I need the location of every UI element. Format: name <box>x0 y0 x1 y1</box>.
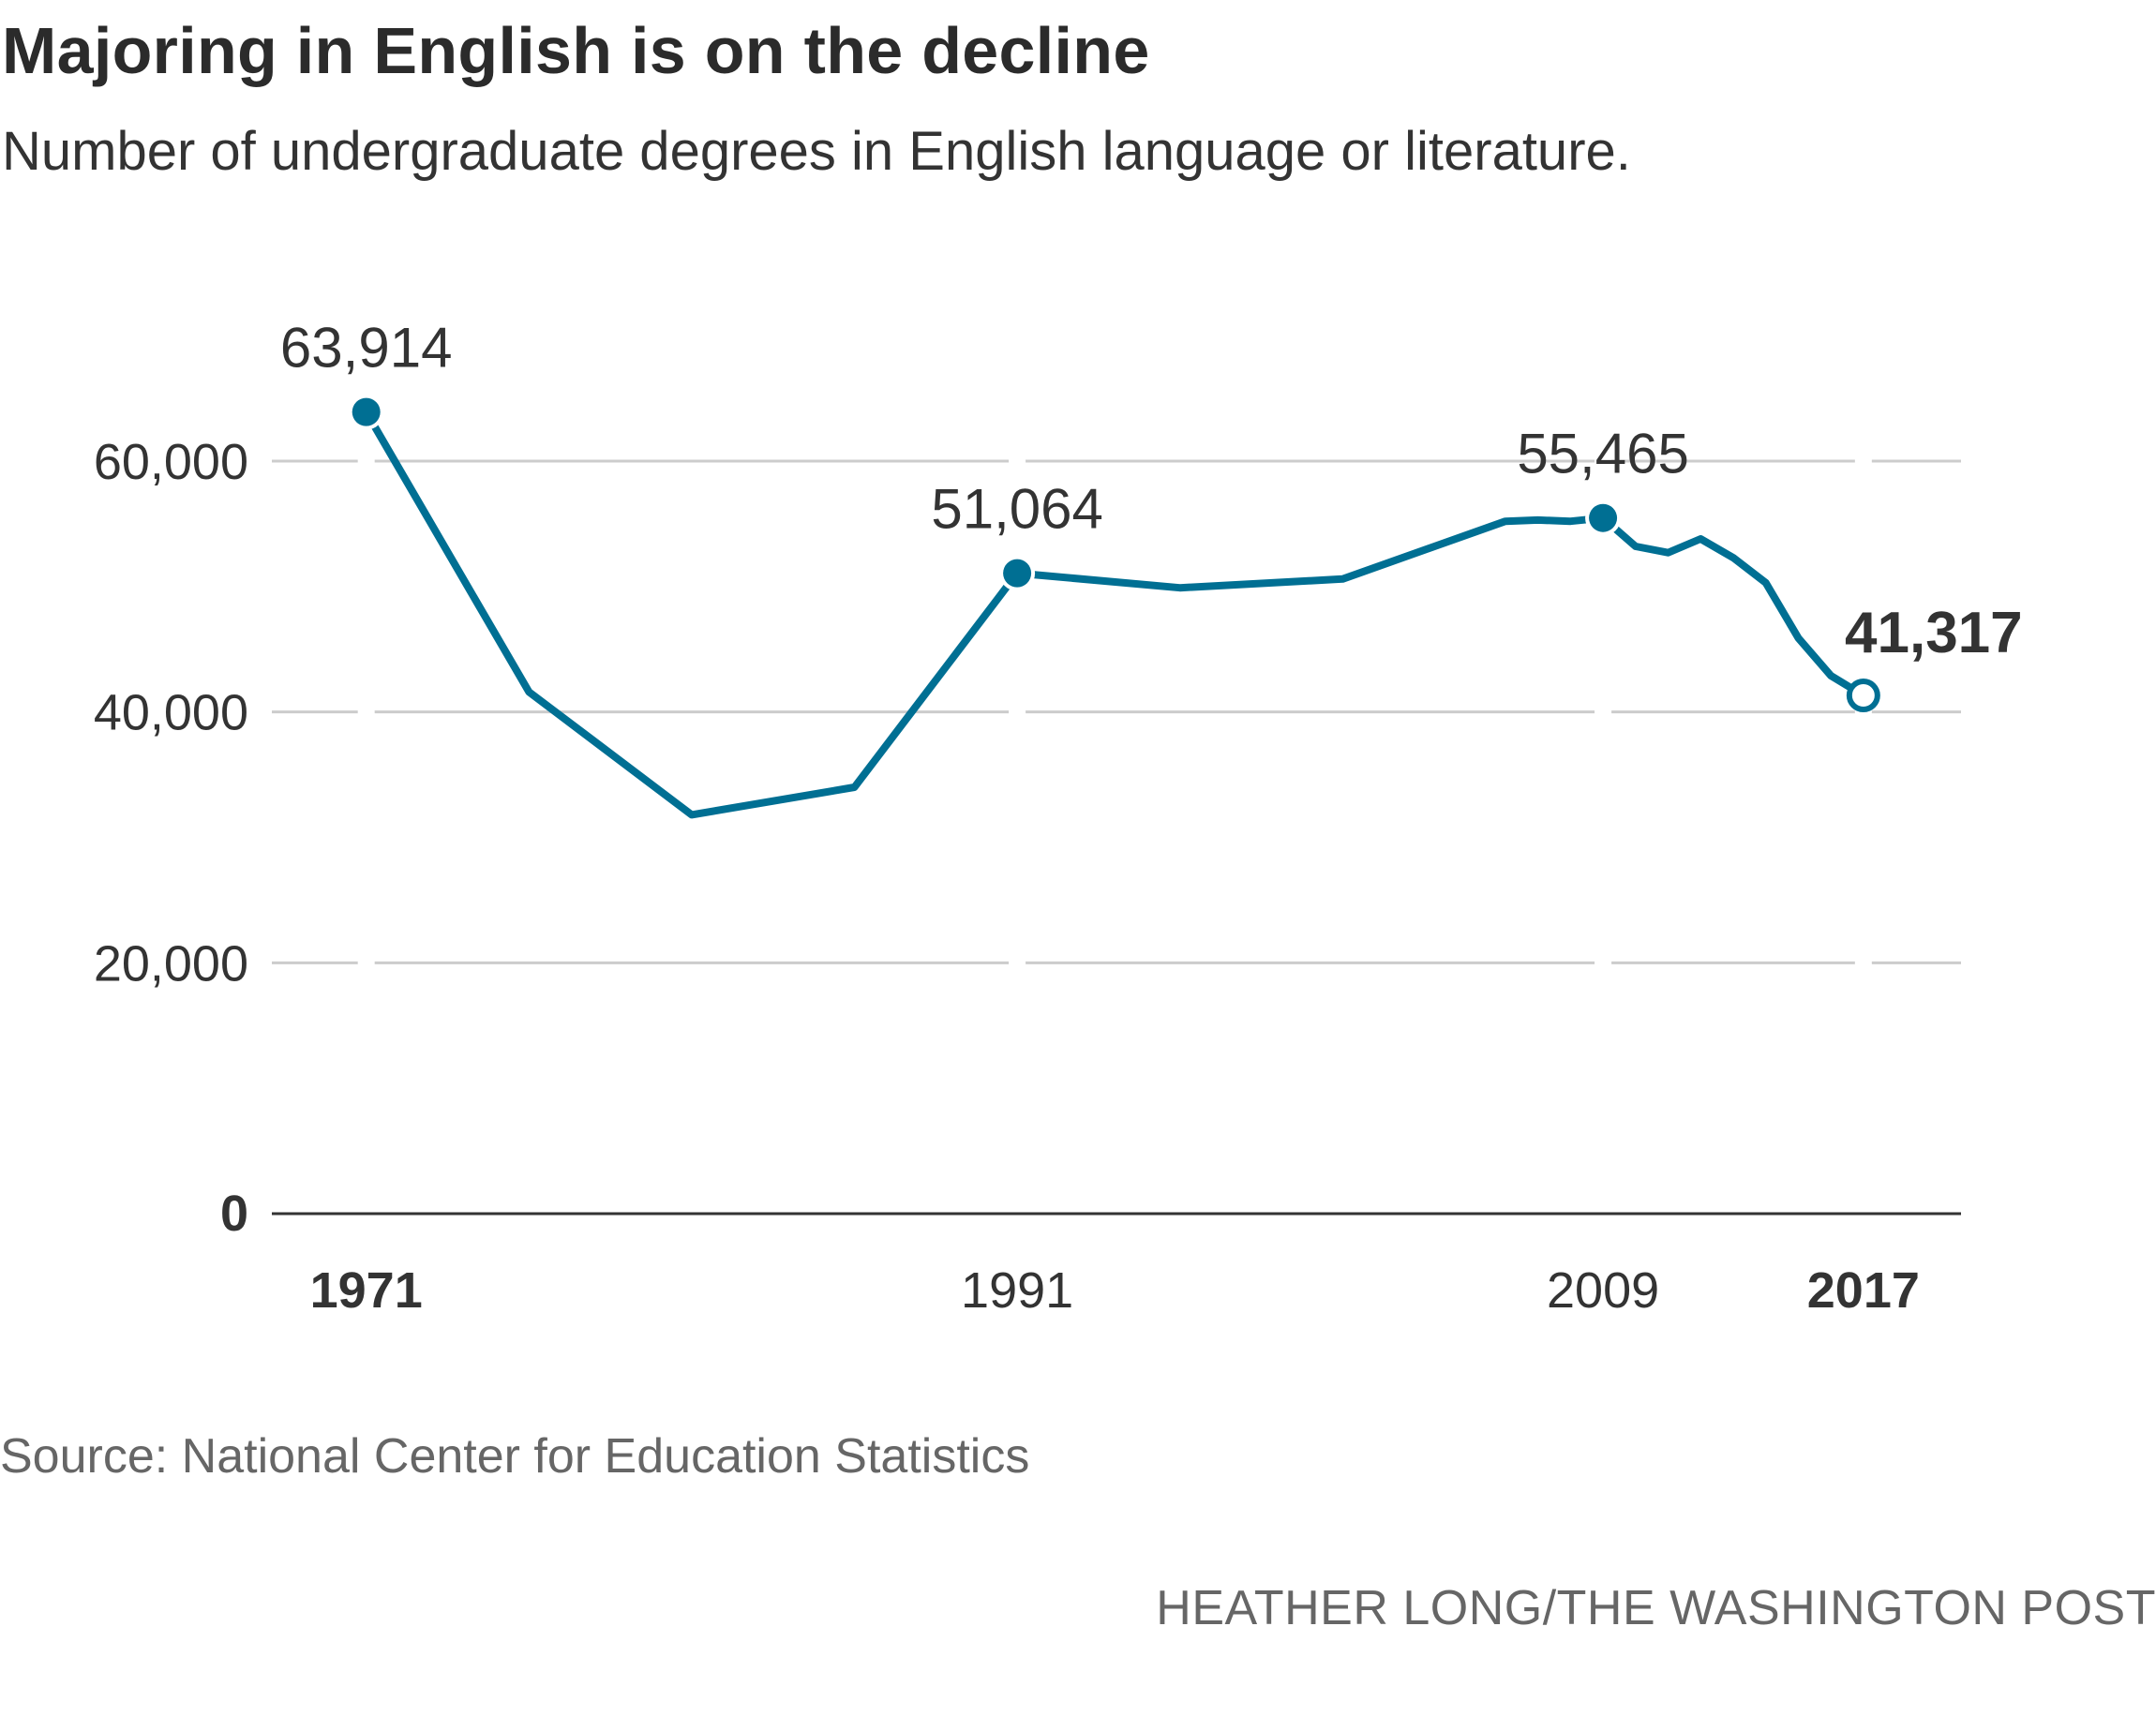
gridlines <box>272 458 1961 1216</box>
series <box>362 408 1867 819</box>
data-point-marker <box>1589 503 1618 532</box>
x-tick-label: 1971 <box>310 1262 423 1319</box>
data-label: 55,465 <box>1517 423 1689 485</box>
data-point-marker <box>352 397 381 426</box>
chart-title: Majoring in English is on the decline <box>2 14 1150 87</box>
x-tick-label: 1991 <box>961 1262 1073 1319</box>
data-point-marker <box>1846 679 1880 713</box>
data-label: 51,064 <box>931 478 1103 541</box>
data-label: 41,317 <box>1845 601 2023 665</box>
series-line <box>362 408 1867 819</box>
credit-line: HEATHER LONG/THE WASHINGTON POST <box>1156 1581 2156 1635</box>
y-tick-label: 40,000 <box>94 685 248 741</box>
data-annotations: 63,914 51,064 55,465 41,317 <box>280 317 2023 713</box>
chart-subtitle: Number of undergraduate degrees in Engli… <box>2 121 1631 182</box>
x-axis-ticks: 1971 1991 2009 2017 <box>310 1262 1920 1319</box>
y-tick-label: 60,000 <box>94 434 248 490</box>
data-label: 63,914 <box>280 317 453 380</box>
data-point-marker <box>1003 559 1032 588</box>
y-tick-label: 0 <box>220 1186 248 1242</box>
y-axis-ticks: 0 20,000 40,000 60,000 <box>94 434 248 1242</box>
source-note: Source: National Center for Education St… <box>0 1429 1030 1484</box>
x-tick-label: 2009 <box>1547 1262 1659 1319</box>
x-tick-label: 2017 <box>1807 1262 1920 1319</box>
y-tick-label: 20,000 <box>94 935 248 992</box>
